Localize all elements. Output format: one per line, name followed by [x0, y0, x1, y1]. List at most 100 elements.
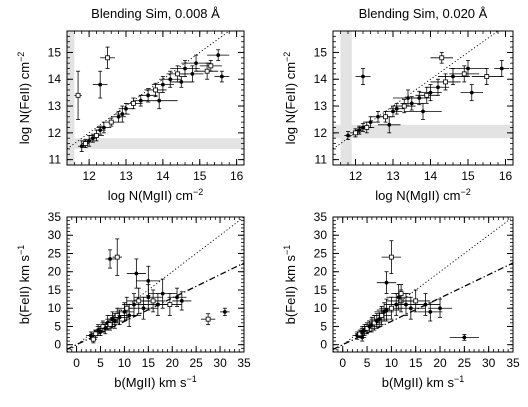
data-marker-open	[130, 100, 136, 106]
data-point	[358, 333, 367, 342]
fit-line-dashdot	[67, 262, 244, 350]
x-axis-title: log N(MgII) cm−2	[108, 187, 204, 203]
data-marker	[116, 114, 121, 119]
y-tick-label: 15	[48, 45, 62, 59]
data-point	[111, 111, 126, 123]
x-tick-label: 15	[193, 169, 207, 183]
x-tick-label: 16	[499, 169, 513, 183]
x-tick-label: 15	[461, 169, 475, 183]
data-point	[449, 334, 479, 341]
data-point	[401, 289, 431, 313]
x-tick-label: 35	[506, 356, 520, 370]
data-marker-open	[167, 302, 173, 307]
y-axis-title: log N(FeII) cm−2	[282, 52, 298, 145]
chart-panel-1: 12 13 14 15 16 11 12 13 14 15 Blending Sim, 0.008 …	[16, 6, 245, 203]
y-tick-label: 0	[320, 338, 327, 352]
chart-title: Blending Sim, 0.008 Å	[91, 6, 220, 21]
data-marker	[219, 74, 224, 79]
data-point	[449, 65, 480, 83]
data-point	[89, 133, 97, 143]
data-marker	[108, 257, 112, 261]
data-point	[148, 278, 178, 309]
data-point	[396, 296, 426, 320]
data-marker-open	[208, 63, 214, 69]
x-tick-label: 35	[237, 356, 251, 370]
y-tick-label: 15	[314, 283, 328, 297]
data-marker	[89, 333, 93, 338]
data-point	[170, 76, 193, 88]
shaded-region-x	[340, 31, 352, 165]
data-point	[460, 84, 483, 102]
data-marker-open	[388, 305, 394, 311]
x-axis-title-exponent: −2	[460, 187, 470, 197]
y-axis-title-exponent: −2	[282, 52, 292, 62]
y-tick-label: 20	[48, 265, 62, 279]
data-marker-open	[108, 119, 114, 125]
data-point	[374, 302, 394, 322]
data-marker	[428, 309, 433, 314]
data-marker	[146, 295, 151, 300]
data-point	[105, 249, 115, 269]
x-tick-label: 14	[424, 169, 438, 183]
data-point	[114, 105, 130, 123]
data-marker	[406, 96, 410, 100]
data-point	[389, 102, 405, 115]
data-marker	[346, 133, 350, 138]
data-point	[371, 305, 392, 326]
data-marker	[160, 82, 165, 87]
data-point	[400, 96, 423, 111]
y-tick-label: 13	[314, 99, 328, 113]
data-marker	[141, 306, 146, 311]
data-point	[393, 89, 423, 107]
chart-panel-3: 0 5 10 15 20 25 30 35 0 5 10 15 20 25 30 35 b(MgII) km s…	[16, 210, 251, 390]
data-marker	[157, 98, 162, 103]
chart-panel-2: 12 13 14 15 16 11 12 13 14 15 Blending Sim, 0.020 …	[282, 6, 514, 203]
data-point	[105, 117, 117, 127]
y-tick-label: 30	[48, 228, 62, 242]
data-marker-open	[383, 114, 388, 120]
chart-title: Blending Sim, 0.020 Å	[359, 6, 488, 21]
x-axis-title-text: b(MgII) km s	[382, 375, 455, 390]
data-marker	[360, 335, 365, 340]
data-marker	[146, 93, 151, 98]
data-marker	[160, 291, 165, 296]
data-point	[167, 287, 187, 307]
y-axis-title-exponent: −1	[282, 245, 292, 255]
x-tick-label: 5	[97, 356, 104, 370]
x-tick-label: 20	[433, 356, 447, 370]
data-marker	[451, 74, 455, 79]
data-marker	[391, 109, 395, 114]
x-axis-title-text: b(MgII) km s	[114, 375, 187, 390]
data-point	[471, 68, 502, 85]
data-marker-open	[150, 298, 156, 304]
x-axis-title-exponent: −1	[454, 374, 464, 384]
data-marker-open	[105, 55, 110, 61]
x-axis-title-exponent: −2	[193, 187, 203, 197]
data-point	[355, 68, 371, 85]
x-axis-title: b(MgII) km s−1	[382, 374, 465, 390]
data-marker	[357, 128, 362, 133]
x-tick-label: 13	[119, 169, 133, 183]
axes-frame	[332, 216, 514, 353]
x-tick-label: 14	[156, 169, 170, 183]
y-axis-title: log N(FeII) cm−2	[16, 52, 32, 145]
data-point	[136, 265, 161, 296]
plot-area	[333, 31, 510, 150]
data-point	[418, 302, 443, 322]
y-tick-label: 14	[314, 72, 328, 86]
data-marker	[408, 306, 413, 311]
data-marker	[179, 80, 184, 84]
chart-panel-4: 0 5 10 15 20 25 30 35 0 5 10 15 20 25 30 35 b(MgII) km s…	[282, 210, 520, 390]
data-marker-open	[439, 55, 445, 61]
data-marker	[183, 66, 187, 71]
y-tick-label: 13	[48, 99, 62, 113]
data-marker	[190, 71, 195, 76]
data-marker	[462, 335, 467, 340]
data-point	[114, 302, 134, 322]
data-point	[376, 298, 397, 322]
y-tick-label: 12	[48, 126, 62, 140]
data-marker-open	[484, 74, 490, 79]
y-axis-title-exponent: −1	[16, 245, 26, 255]
x-tick-label: 30	[482, 356, 496, 370]
data-point	[196, 62, 219, 80]
